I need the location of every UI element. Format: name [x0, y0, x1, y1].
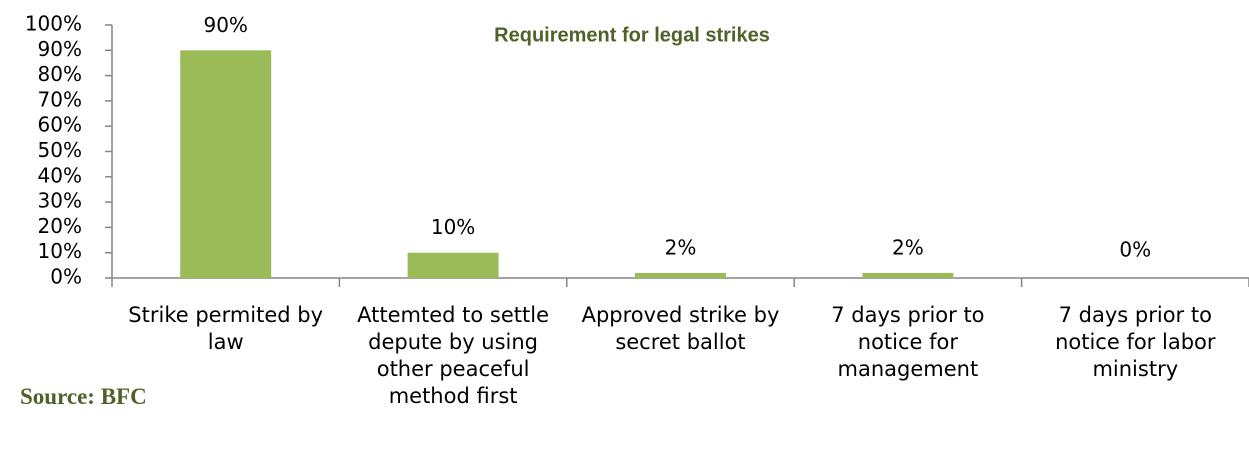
- y-tick-label: 80%: [38, 62, 82, 86]
- value-label: 2%: [665, 235, 697, 259]
- bar: [180, 50, 272, 278]
- x-tick-label: 7 days prior to notice for labor ministr…: [1055, 303, 1216, 381]
- value-label: 10%: [431, 215, 475, 239]
- y-tick-label: 60%: [38, 113, 82, 137]
- y-tick-label: 20%: [38, 214, 82, 238]
- value-label: 2%: [892, 235, 924, 259]
- y-tick-label: 10%: [38, 239, 82, 263]
- value-label: 90%: [203, 13, 247, 37]
- chart-title: Requirement for legal strikes: [494, 24, 770, 46]
- y-tick-label: 30%: [38, 189, 82, 213]
- source-note: Source: BFC: [20, 384, 147, 409]
- bar: [635, 272, 726, 278]
- y-tick-label: 50%: [38, 138, 82, 162]
- y-tick-label: 90%: [38, 37, 82, 61]
- value-label: 0%: [1119, 238, 1151, 262]
- bar: [862, 272, 954, 278]
- bar: [407, 252, 499, 278]
- y-tick-label: 70%: [38, 87, 82, 111]
- y-tick-label: 0%: [50, 265, 82, 289]
- x-tick-label: Approved strike by secret ballot: [581, 303, 780, 354]
- x-tick-label: Attemted to settle depute by using other…: [357, 303, 550, 408]
- x-tick-label: Strike permited by law: [128, 303, 324, 354]
- y-tick-label: 100%: [25, 12, 82, 36]
- y-tick-label: 40%: [38, 163, 82, 187]
- x-tick-label: 7 days prior to notice for management: [831, 303, 985, 381]
